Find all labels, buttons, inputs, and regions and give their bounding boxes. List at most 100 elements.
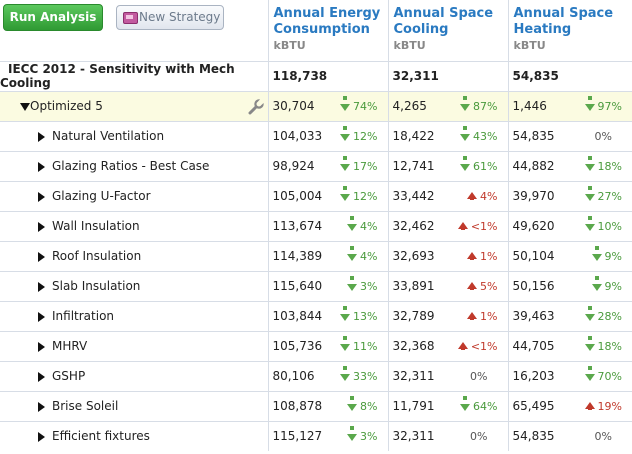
triangle-right-icon[interactable] xyxy=(38,311,45,322)
heating-value: 39,970 xyxy=(512,188,555,203)
change-badge: 0% xyxy=(470,370,487,383)
strategy-name-cell[interactable]: GSHP xyxy=(0,360,268,391)
energy-cell: 105,736 11% xyxy=(267,330,388,361)
arrow-down-icon xyxy=(340,365,351,383)
arrow-down-icon xyxy=(584,335,595,353)
column-header-cooling[interactable]: Annual Space Cooling kBTU xyxy=(387,0,508,61)
triangle-right-icon[interactable] xyxy=(38,431,45,442)
change-percent: 9% xyxy=(604,249,622,263)
strategy-name-cell[interactable]: Brise Soleil xyxy=(0,390,268,421)
cooling-value: 4,265 xyxy=(392,98,427,113)
change-badge: 70% xyxy=(584,365,622,383)
triangle-right-icon[interactable] xyxy=(38,401,45,412)
table-row[interactable]: Infiltration 103,844 13% 32,789 1% 39,463 28% xyxy=(0,300,632,331)
cooling-value: 12,741 xyxy=(392,158,435,173)
heating-value: 50,104 xyxy=(512,248,555,263)
table-row[interactable]: Wall Insulation 113,674 4% 32,462 <1% 49,620 1… xyxy=(0,210,632,241)
change-percent: 74% xyxy=(353,99,378,113)
strategy-name-cell[interactable]: Optimized 5 xyxy=(0,90,268,121)
table-row[interactable]: GSHP 80,106 33% 32,311 0% 16,203 70% xyxy=(0,360,632,391)
strategy-name-cell[interactable]: Infiltration xyxy=(0,300,268,331)
heating-cell: 50,104 9% xyxy=(507,240,632,271)
change-percent: 11% xyxy=(353,339,378,353)
heating-value: 54,835 xyxy=(512,128,555,143)
triangle-right-icon[interactable] xyxy=(38,161,45,172)
energy-cell: 118,738 xyxy=(267,60,388,91)
table-row[interactable]: Natural Ventilation 104,033 12% 18,422 43% 54… xyxy=(0,120,632,151)
triangle-right-icon[interactable] xyxy=(38,221,45,232)
table-row[interactable]: Glazing U-Factor 105,004 12% 33,442 4% 39,970… xyxy=(0,180,632,211)
new-strategy-label: New Strategy xyxy=(139,10,221,24)
energy-value: 104,033 xyxy=(272,128,323,143)
heating-cell: 49,620 10% xyxy=(507,210,632,241)
change-percent: 10% xyxy=(597,219,622,233)
energy-cell: 115,127 3% xyxy=(267,420,388,451)
change-percent: 61% xyxy=(473,159,498,173)
energy-value: 118,738 xyxy=(272,68,328,83)
energy-value: 105,004 xyxy=(272,188,323,203)
table-body: IECC 2012 - Sensitivity with Mech Coolin… xyxy=(0,60,632,451)
arrow-up-icon xyxy=(467,310,478,323)
strategy-name-cell[interactable]: Wall Insulation xyxy=(0,210,268,241)
table-row[interactable]: IECC 2012 - Sensitivity with Mech Coolin… xyxy=(0,60,632,91)
table-row[interactable]: Efficient fixtures 115,127 3% 32,311 0% 54,83… xyxy=(0,420,632,451)
strategy-name-cell[interactable]: Slab Insulation xyxy=(0,270,268,301)
strategy-name-cell[interactable]: Glazing U-Factor xyxy=(0,180,268,211)
table-row[interactable]: Slab Insulation 115,640 3% 33,891 5% 50,156 9% xyxy=(0,270,632,301)
arrow-up-icon xyxy=(467,190,478,203)
toolbar-cell: Run Analysis New Strategy xyxy=(0,0,268,61)
strategy-name-cell[interactable]: IECC 2012 - Sensitivity with Mech Coolin… xyxy=(0,60,268,91)
strategy-name: IECC 2012 - Sensitivity with Mech Coolin… xyxy=(0,62,235,90)
arrow-down-icon xyxy=(340,305,351,323)
energy-cell: 115,640 3% xyxy=(267,270,388,301)
heating-value: 44,882 xyxy=(512,158,555,173)
strategy-name-cell[interactable]: Efficient fixtures xyxy=(0,420,268,451)
change-percent: <1% xyxy=(470,219,498,233)
table-row[interactable]: Brise Soleil 108,878 8% 11,791 64% 65,495 19% xyxy=(0,390,632,421)
column-header-energy[interactable]: Annual Energy Consumption kBTU xyxy=(267,0,388,61)
change-badge: 64% xyxy=(460,395,498,413)
change-percent: 18% xyxy=(597,339,622,353)
cooling-cell: 18,422 43% xyxy=(387,120,508,151)
strategy-name-cell[interactable]: MHRV xyxy=(0,330,268,361)
triangle-right-icon[interactable] xyxy=(38,191,45,202)
cooling-value: 33,891 xyxy=(392,278,435,293)
triangle-down-icon[interactable] xyxy=(20,102,30,111)
table-row[interactable]: Roof Insulation 114,389 4% 32,693 1% 50,104 9% xyxy=(0,240,632,271)
strategy-name-cell[interactable]: Roof Insulation xyxy=(0,240,268,271)
column-unit: kBTU xyxy=(513,39,546,52)
arrow-down-icon xyxy=(584,365,595,383)
arrow-down-icon xyxy=(584,305,595,323)
strategy-name-cell[interactable]: Glazing Ratios - Best Case xyxy=(0,150,268,181)
table-row[interactable]: MHRV 105,736 11% 32,368 <1% 44,705 18% xyxy=(0,330,632,361)
wrench-icon[interactable] xyxy=(248,98,264,115)
table-row[interactable]: Optimized 5 30,704 74% 4,265 87% 1,446 97% xyxy=(0,90,632,121)
change-badge: 0% xyxy=(595,430,612,443)
change-percent: 64% xyxy=(473,399,498,413)
triangle-right-icon[interactable] xyxy=(38,371,45,382)
new-strategy-button[interactable]: New Strategy xyxy=(116,5,224,30)
heating-cell: 54,835 0% xyxy=(507,420,632,451)
cooling-value: 32,462 xyxy=(392,218,435,233)
arrow-down-icon xyxy=(584,215,595,233)
column-header-heating[interactable]: Annual Space Heating kBTU xyxy=(507,0,632,61)
strategy-name-cell[interactable]: Natural Ventilation xyxy=(0,120,268,151)
cooling-value: 32,368 xyxy=(392,338,435,353)
change-badge: 33% xyxy=(340,365,378,383)
energy-cell: 103,844 13% xyxy=(267,300,388,331)
strategy-name: Glazing Ratios - Best Case xyxy=(52,159,210,173)
arrow-up-icon xyxy=(457,220,468,233)
heating-cell: 39,970 27% xyxy=(507,180,632,211)
triangle-right-icon[interactable] xyxy=(38,131,45,142)
triangle-right-icon[interactable] xyxy=(38,251,45,262)
run-analysis-button[interactable]: Run Analysis xyxy=(3,4,103,31)
column-title: Annual Space Heating xyxy=(513,6,614,37)
change-percent: 12% xyxy=(353,189,378,203)
energy-value: 115,640 xyxy=(272,278,323,293)
energy-cell: 98,924 17% xyxy=(267,150,388,181)
table-row[interactable]: Glazing Ratios - Best Case 98,924 17% 12,74… xyxy=(0,150,632,181)
change-badge: 11% xyxy=(340,335,378,353)
triangle-right-icon[interactable] xyxy=(38,341,45,352)
triangle-right-icon[interactable] xyxy=(38,281,45,292)
arrow-up-icon xyxy=(467,250,478,263)
